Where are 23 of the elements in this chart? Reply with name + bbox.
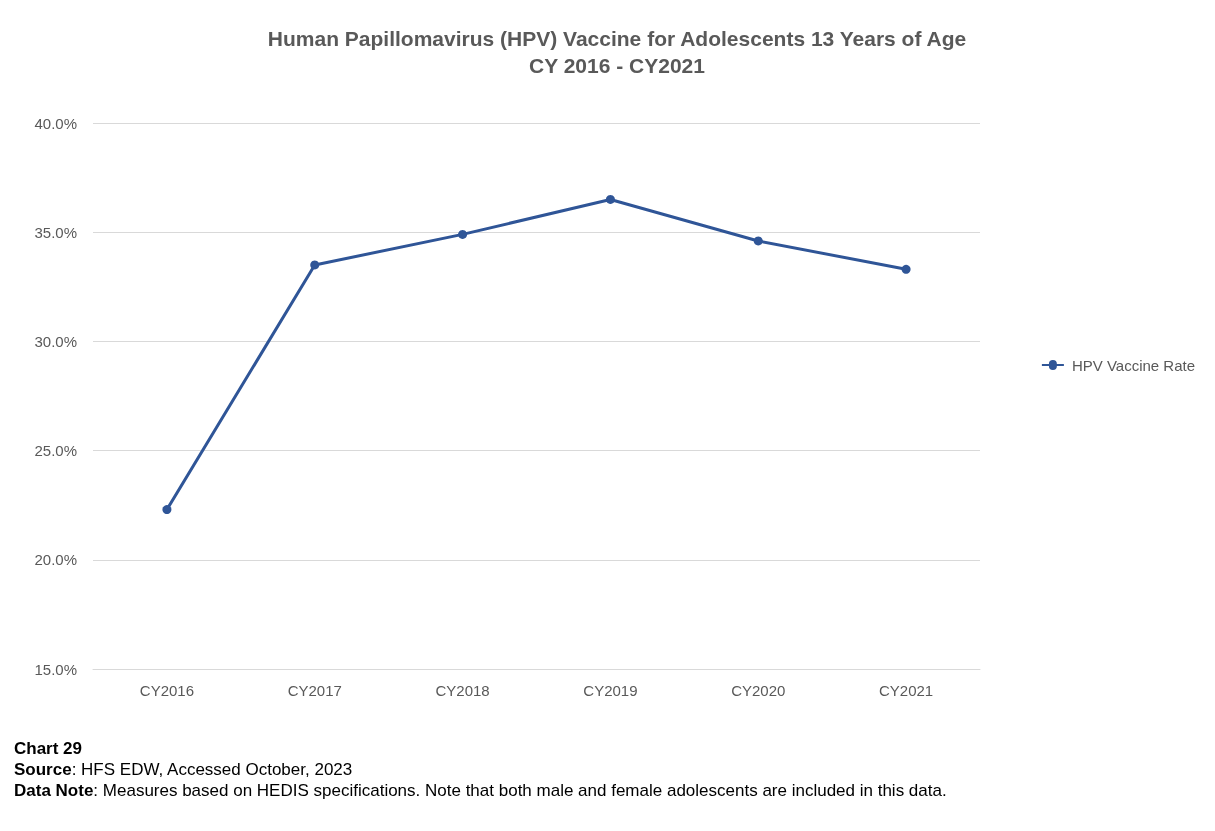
y-tick-label: 20.0% [34, 551, 77, 569]
point [753, 236, 763, 246]
point [310, 260, 320, 270]
point [605, 194, 615, 204]
x-tick-label: CY2019 [583, 682, 638, 699]
caption: Chart 29 [14, 739, 83, 758]
x-tick-label: CY2016 [139, 682, 195, 699]
y-tick-label: 40.0% [34, 114, 77, 132]
x-tick-label: CY2018 [435, 682, 490, 699]
x-tick-label: CY2020 [731, 682, 786, 699]
y-tick-label: 35.0% [34, 223, 77, 241]
x-tick-label: CY2017 [287, 682, 342, 699]
y-tick-label: 15.0% [34, 660, 77, 678]
point [162, 505, 172, 515]
point [901, 264, 911, 274]
x-tick-label: CY2021 [878, 682, 934, 699]
point [458, 229, 468, 239]
chart-title: Human Papillomavirus (HPV) Vaccine for Adolescents 13 Years of Age CY 2016 - CY2021 [267, 27, 967, 77]
legend-label: HPV Vaccine Rate [1071, 356, 1196, 374]
source-note: Source: HFS EDW, Accessed October, 2023 [14, 759, 354, 780]
y-tick-label: 25.0% [34, 442, 77, 460]
text: Data Note: Measures based on HEDIS specifications. Note that both male and female adolescents are included in this data. [14, 780, 947, 801]
y-tick-label: 30.0% [34, 332, 77, 350]
